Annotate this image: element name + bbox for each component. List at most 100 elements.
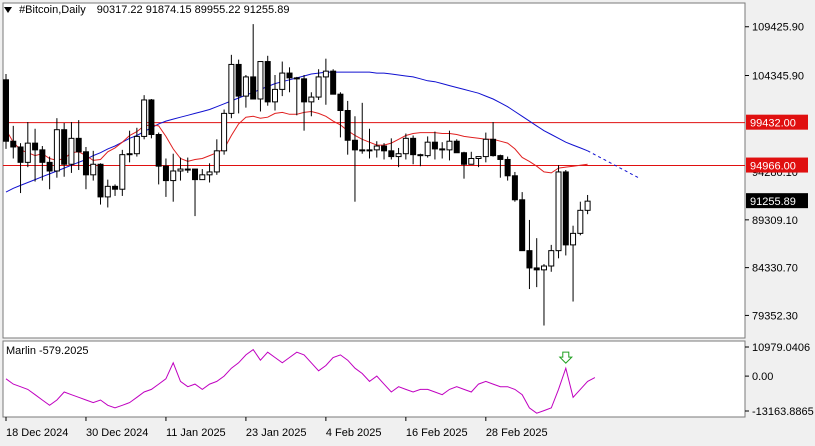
bear-candle-body — [10, 140, 17, 148]
candle — [461, 151, 468, 179]
bull-candle-body — [402, 137, 409, 155]
candle — [104, 179, 111, 208]
bear-candle-body — [293, 77, 300, 80]
candle — [388, 138, 395, 160]
candle — [10, 125, 17, 159]
bull-candle-body — [540, 265, 547, 271]
bear-candle-body — [235, 63, 242, 97]
ohlc-values: 90317.22 91874.15 89955.22 91255.89 — [96, 4, 290, 16]
candle — [279, 61, 286, 97]
bear-candle-body — [97, 163, 104, 198]
candle — [511, 171, 518, 202]
bull-candle-body — [133, 135, 140, 155]
bear-candle-body — [490, 138, 497, 157]
bear-candle-body — [32, 142, 39, 151]
bull-candle-body — [548, 250, 555, 267]
bull-candle-body — [221, 112, 228, 152]
bull-candle-body — [68, 137, 75, 165]
candle — [177, 157, 184, 181]
candle — [141, 95, 148, 140]
hline-price-label — [746, 114, 808, 130]
candle — [519, 192, 526, 252]
candle — [126, 130, 133, 163]
candle — [192, 168, 199, 217]
candle — [439, 142, 446, 159]
candle — [381, 143, 388, 160]
bear-candle-body — [3, 79, 9, 142]
candles — [3, 24, 591, 326]
bull-candle-body — [308, 96, 315, 103]
price-label-text: 91255.89 — [750, 196, 796, 208]
candle — [39, 146, 46, 181]
bear-candle-body — [337, 93, 344, 112]
candle — [286, 67, 293, 93]
price-pane — [2, 2, 746, 339]
time-tick-label: 4 Feb 2025 — [326, 427, 382, 439]
candle — [373, 141, 380, 158]
marlin-oscillator — [5, 348, 596, 414]
bear-candle-body — [250, 76, 257, 100]
candle — [417, 153, 424, 167]
bull-candle-body — [184, 168, 191, 171]
candle — [112, 184, 119, 196]
candle — [330, 69, 337, 95]
candle — [424, 136, 431, 158]
candle — [555, 165, 562, 259]
bear-candle-body — [410, 137, 417, 156]
bear-candle-body — [75, 137, 82, 153]
bear-candle-body — [504, 158, 511, 177]
bull-candle-body — [366, 149, 373, 152]
candle — [475, 156, 482, 168]
price-label-text: 99432.00 — [750, 118, 796, 130]
candle — [366, 128, 373, 159]
bull-candle-body — [577, 209, 584, 234]
candle — [490, 122, 497, 157]
candle — [570, 225, 577, 302]
candle — [53, 118, 60, 178]
time-tick-label: 18 Dec 2024 — [6, 427, 68, 439]
bear-candle-body — [192, 168, 199, 181]
candle — [199, 169, 206, 181]
time-axis: 18 Dec 2024 30 Dec 2024 11 Jan 2025 23 Jan … — [5, 417, 548, 439]
candle — [402, 133, 409, 160]
bear-candle-body — [286, 72, 293, 79]
candle — [301, 74, 308, 131]
bull-candle-body — [228, 63, 235, 114]
candle — [32, 128, 39, 182]
horizontal-lines — [3, 122, 745, 167]
price-label-text: 94966.00 — [750, 161, 796, 173]
candle — [24, 122, 31, 168]
bear-candle-body — [511, 175, 518, 201]
bear-candle-body — [461, 152, 468, 165]
bull-candle-body — [177, 168, 184, 172]
candle — [548, 244, 555, 272]
bear-candle-body — [453, 140, 460, 154]
candle — [90, 150, 97, 181]
bear-candle-body — [519, 199, 526, 252]
candle — [540, 264, 547, 326]
candle — [533, 238, 540, 288]
bear-candle-body — [17, 146, 24, 163]
triangle-down-icon[interactable] — [4, 7, 12, 14]
candle — [3, 74, 9, 149]
time-tick-label: 16 Feb 2025 — [406, 427, 468, 439]
bear-candle-body — [439, 148, 446, 151]
price-axis: 109425.90 104345.90 89309.10 84330.70 79352.… — [745, 22, 814, 418]
indicator-tick-label: -13163.8865 — [752, 406, 814, 418]
candle — [97, 163, 104, 205]
candle — [271, 74, 278, 111]
indicator-tick-label: 10979.0406 — [752, 342, 810, 354]
candle — [162, 158, 169, 197]
bear-candle-body — [526, 250, 533, 269]
bull-candle-body — [53, 129, 60, 172]
marlin-line — [5, 348, 596, 414]
candle — [250, 24, 257, 100]
bear-candle-body — [264, 61, 271, 103]
candle — [322, 58, 329, 105]
bull-candle-body — [395, 153, 402, 158]
candle — [308, 92, 315, 117]
bull-candle-body — [257, 61, 264, 100]
candle — [228, 54, 235, 119]
candle — [46, 156, 53, 190]
